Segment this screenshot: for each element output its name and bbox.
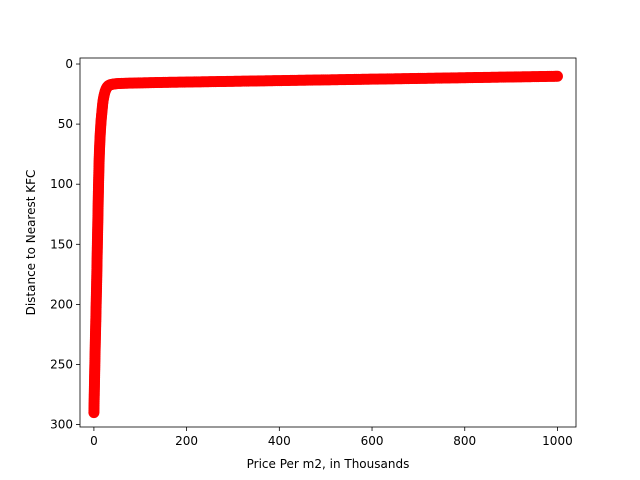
x-tick-label: 200 — [175, 434, 198, 448]
y-axis-label: Distance to Nearest KFC — [24, 170, 38, 316]
plot-frame — [79, 57, 577, 428]
x-tick-label: 600 — [361, 434, 384, 448]
y-tick-label: 50 — [58, 117, 73, 131]
y-tick-label: 200 — [50, 297, 73, 311]
x-tick-label: 0 — [90, 434, 98, 448]
y-tick-label: 150 — [50, 237, 73, 251]
y-axis-ticks: 0 50 100 150 200 250 300 — [50, 57, 80, 432]
y-tick-label: 250 — [50, 357, 73, 371]
x-tick-label: 400 — [268, 434, 291, 448]
x-tick-label: 800 — [453, 434, 476, 448]
y-tick-label: 0 — [65, 57, 73, 71]
data-point — [551, 70, 563, 82]
x-axis-label: Price Per m2, in Thousands — [247, 457, 410, 471]
data-points — [88, 70, 563, 419]
y-tick-label: 100 — [50, 177, 73, 191]
x-axis-ticks: 0 200 400 600 800 1000 — [90, 427, 573, 448]
y-tick-label: 300 — [50, 418, 73, 432]
x-tick-label: 1000 — [542, 434, 573, 448]
